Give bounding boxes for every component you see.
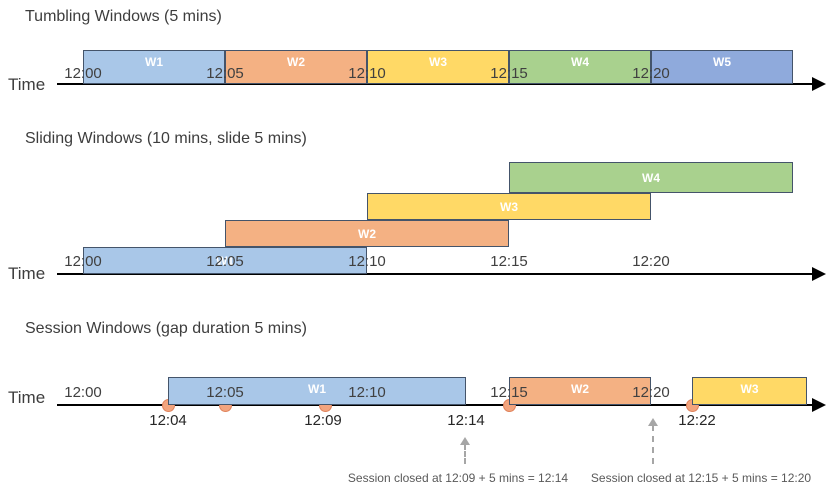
session-event-time-label: 12:14	[447, 412, 485, 429]
sliding-tick-label: 12:15	[490, 253, 528, 270]
session-window-bar-w3: W3	[692, 377, 807, 405]
tumbling-window-label-w2: W2	[287, 55, 305, 69]
sliding-tick-label: 12:00	[64, 253, 102, 270]
session-dashed-arrowhead-icon	[648, 418, 658, 426]
sliding-section-title: Sliding Windows (10 mins, slide 5 mins)	[25, 130, 307, 147]
tumbling-window-label-w3: W3	[429, 55, 447, 69]
session-dashed-arrow	[464, 444, 466, 464]
tumbling-window-bar-w5: W5	[651, 50, 793, 84]
sliding-window-bar-w4: W4	[509, 162, 793, 193]
session-time-axis-label: Time	[8, 388, 46, 407]
sliding-tick-label: 12:20	[632, 253, 670, 270]
tumbling-window-bar-w1: W1	[83, 50, 225, 84]
sliding-window-label-w2: W2	[358, 226, 376, 241]
session-dashed-arrow	[652, 425, 654, 464]
sliding-window-label-w3: W3	[500, 199, 518, 214]
session-event-time-label: 12:09	[304, 412, 342, 429]
sliding-window-bar-w2: W2	[225, 220, 509, 247]
session-window-label-w1: W1	[308, 382, 326, 396]
session-annotation: Session closed at 12:09 + 5 mins = 12:14	[347, 471, 569, 485]
session-tick-label: 12:05	[206, 384, 244, 401]
session-window-label-w2: W2	[571, 382, 589, 396]
session-timeline-arrowhead-icon	[812, 398, 826, 412]
session-annotation: Session closed at 12:15 + 5 mins = 12:20	[590, 471, 812, 485]
tumbling-window-bar-w3: W3	[367, 50, 509, 84]
session-tick-label: 12:10	[348, 384, 386, 401]
tumbling-tick-label: 12:20	[632, 65, 670, 82]
session-timeline-axis	[57, 404, 812, 406]
session-window-label-w3: W3	[740, 382, 759, 396]
tumbling-tick-label: 12:10	[348, 65, 386, 82]
tumbling-window-label-w5: W5	[713, 55, 731, 69]
sliding-timeline-axis	[57, 273, 812, 275]
tumbling-timeline-axis	[57, 83, 812, 85]
tumbling-tick-label: 12:05	[206, 65, 244, 82]
session-event-time-label: 12:22	[678, 412, 716, 429]
tumbling-window-bar-w4: W4	[509, 50, 651, 84]
tumbling-window-label-w1: W1	[145, 55, 163, 69]
session-event-time-label: 12:04	[149, 412, 187, 429]
tumbling-window-label-w4: W4	[571, 55, 589, 69]
sliding-window-bar-w3: W3	[367, 193, 651, 220]
session-tick-label: 12:20	[632, 384, 670, 401]
session-window-bar-w2: W2	[509, 377, 651, 405]
sliding-timeline-arrowhead-icon	[812, 267, 826, 281]
session-dashed-arrowhead-icon	[460, 437, 470, 445]
tumbling-tick-label: 12:15	[490, 65, 528, 82]
sliding-window-label-w4: W4	[642, 170, 660, 185]
session-tick-label: 12:15	[490, 384, 528, 401]
tumbling-tick-label: 12:00	[64, 65, 102, 82]
session-window-bar-w1: W1	[168, 377, 466, 405]
tumbling-window-bar-w2: W2	[225, 50, 367, 84]
sliding-window-bar-w1: W1	[83, 247, 367, 274]
tumbling-timeline-arrowhead-icon	[812, 77, 826, 91]
tumbling-section-title: Tumbling Windows (5 mins)	[25, 8, 222, 25]
session-section-title: Session Windows (gap duration 5 mins)	[25, 320, 307, 337]
tumbling-time-axis-label: Time	[8, 75, 46, 94]
sliding-tick-label: 12:05	[206, 253, 244, 270]
sliding-tick-label: 12:10	[348, 253, 386, 270]
sliding-time-axis-label: Time	[8, 264, 46, 283]
sliding-window-label-w1: W1	[216, 253, 234, 268]
session-tick-label: 12:00	[64, 384, 102, 401]
